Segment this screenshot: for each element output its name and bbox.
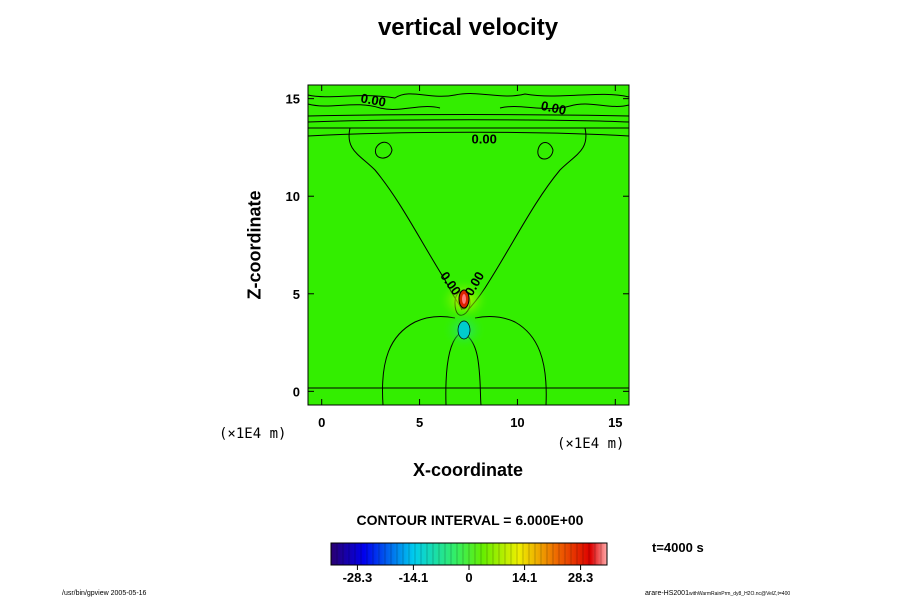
colorbar [330,542,608,566]
x-axis: 0 5 10 15 [318,85,623,430]
x-unit-left: (×1E4 m) [219,426,287,442]
contour-label: 0.00 [360,90,388,109]
x-tick-label: 0 [318,415,325,430]
footer-right: arare-HS2001withWarmRainPrm_dy8_H2O.nc@V… [645,590,790,597]
contour-interval: CONTOUR INTERVAL = 6.000E+00 [356,512,584,528]
chart-title: vertical velocity [377,14,559,41]
colorbar-tick-label: -14.1 [399,570,429,585]
footer-right-main: arare-HS2001 [645,590,689,597]
x-tick-label: 10 [510,415,524,430]
x-tick-label: 15 [608,415,622,430]
contour-label: 0.00 [540,98,568,118]
contour-label: 0.00 [472,132,497,147]
colorbar-tick-label: 14.1 [512,570,537,585]
x-unit-right: (×1E4 m) [557,436,625,452]
z-tick-label: 15 [286,92,300,107]
plot-area [308,85,629,405]
z-tick-label: 10 [286,189,300,204]
z-tick-label: 5 [293,287,300,302]
time-label: t=4000 s [652,540,704,555]
z-tick-label: 0 [293,384,300,399]
z-axis-label: Z-coordinate [244,190,265,300]
footer-right-small: withWarmRainPrm_dy8_H2O.nc@VelZ,t=400 [688,591,791,597]
colorbar-tick-label: 28.3 [568,570,593,585]
footer-left: /usr/bin/gpview 2005-05-16 [62,590,147,597]
z-axis: 0 5 10 15 [286,92,629,399]
plot-frame [307,84,630,406]
x-tick-label: 5 [416,415,423,430]
velocity-cores [438,278,490,350]
x-axis-label: X-coordinate [412,460,524,480]
negative-core [457,320,471,340]
colorbar-tick-label: -28.3 [343,570,373,585]
colorbar-tick-label: 0 [465,570,472,585]
colorbar-ticks: -28.3 -14.1 0 14.1 28.3 [343,565,593,585]
